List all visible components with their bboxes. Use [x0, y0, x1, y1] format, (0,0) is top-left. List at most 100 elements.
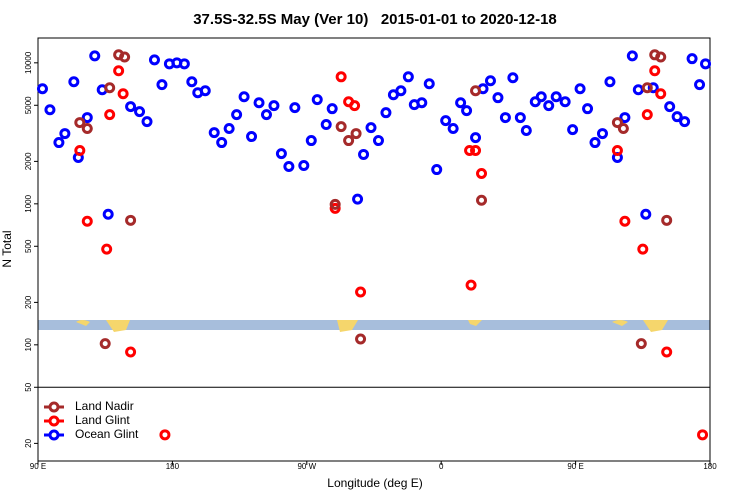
land [337, 320, 358, 332]
point [355, 333, 367, 345]
point [260, 109, 272, 121]
point [461, 105, 473, 117]
point [543, 100, 555, 112]
legend-label: Land Nadir [75, 399, 134, 413]
point [641, 109, 653, 121]
point [632, 84, 644, 96]
point [329, 202, 341, 214]
legend-marker [48, 401, 60, 413]
ocean-band [38, 320, 710, 330]
legend-marker [48, 415, 60, 427]
point [635, 338, 647, 350]
point [596, 128, 608, 140]
point [617, 123, 629, 135]
point [178, 58, 190, 70]
point [619, 112, 631, 124]
point [326, 103, 338, 115]
point [641, 82, 653, 94]
y-axis-label: N Total [0, 230, 14, 267]
point [470, 132, 482, 144]
point [372, 135, 384, 147]
point [81, 112, 93, 124]
point [447, 123, 459, 135]
point [320, 119, 332, 131]
x-tick-label: 90 E [30, 462, 46, 471]
point [125, 101, 137, 113]
point [335, 121, 347, 133]
point [611, 117, 623, 129]
point [686, 53, 698, 65]
legend-label: Land Glint [75, 413, 130, 427]
point [223, 123, 235, 135]
point [74, 117, 86, 129]
point [349, 100, 361, 112]
point [59, 128, 71, 140]
point [113, 65, 125, 77]
point [431, 164, 443, 176]
point [470, 144, 482, 156]
point [604, 76, 616, 88]
y-tick-label: 200 [24, 295, 33, 309]
point [329, 198, 341, 210]
point [311, 94, 323, 106]
point [661, 214, 673, 226]
point [664, 101, 676, 113]
point [134, 106, 146, 118]
point [253, 97, 265, 109]
point [148, 54, 160, 66]
point [231, 109, 243, 121]
point [476, 194, 488, 206]
point [380, 107, 392, 119]
point [484, 75, 496, 87]
point [395, 85, 407, 97]
point [159, 429, 171, 441]
x-axis-label: Longitude (deg E) [327, 476, 422, 490]
point [68, 76, 80, 88]
point [238, 91, 250, 103]
point [81, 123, 93, 135]
point [335, 71, 347, 83]
point [355, 286, 367, 298]
point [343, 135, 355, 147]
point [574, 83, 586, 95]
point [520, 125, 532, 137]
land [106, 320, 130, 332]
point [661, 346, 673, 358]
point [365, 122, 377, 134]
point [499, 112, 511, 124]
point [416, 97, 428, 109]
point [36, 83, 48, 95]
point [694, 79, 706, 91]
point [141, 116, 153, 128]
point [208, 127, 220, 139]
point [81, 215, 93, 227]
point [358, 148, 370, 160]
point [647, 82, 659, 94]
y-tick-label: 100 [24, 338, 33, 352]
x-tick-label: 0 [439, 462, 444, 471]
point [550, 91, 562, 103]
point [440, 115, 452, 127]
map-strip [38, 320, 710, 332]
y-tick-label: 5000 [24, 96, 33, 114]
y-tick-label: 20 [24, 438, 33, 447]
point [637, 243, 649, 255]
point [589, 137, 601, 149]
point [350, 128, 362, 140]
y-tick-label: 50 [24, 382, 33, 391]
point [199, 85, 211, 97]
point [305, 135, 317, 147]
point [89, 50, 101, 62]
point [268, 100, 280, 112]
point [492, 92, 504, 104]
point [104, 82, 116, 94]
point [671, 111, 683, 123]
point [476, 168, 488, 180]
point [283, 160, 295, 172]
point [514, 112, 526, 124]
point [611, 144, 623, 156]
point [470, 85, 482, 97]
point [619, 215, 631, 227]
plot-frame [37, 37, 711, 462]
y-tick-label: 10000 [24, 51, 33, 74]
